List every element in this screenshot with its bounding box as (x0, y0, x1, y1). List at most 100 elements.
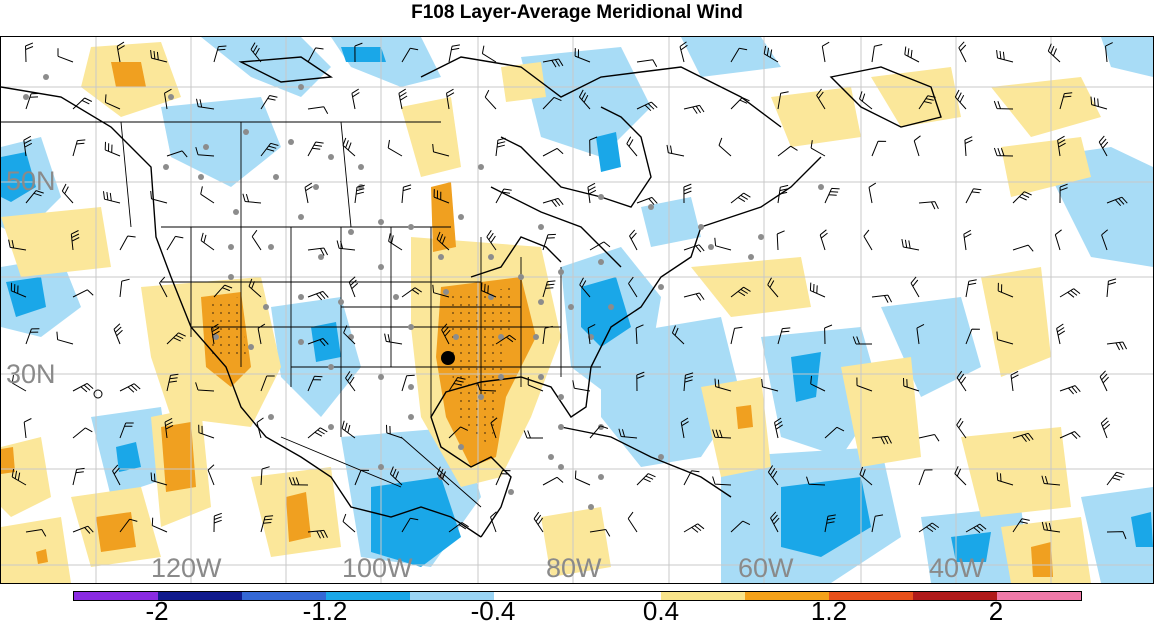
wind-barb (166, 373, 179, 392)
wind-barb (25, 190, 44, 204)
wind-barb (354, 184, 365, 204)
wind-barb (196, 98, 215, 110)
wind-barb (680, 417, 689, 439)
colorbar-segment (829, 592, 914, 600)
wind-barb (956, 370, 967, 392)
wind-barb (856, 377, 873, 392)
colorbar-label: 0.4 (642, 596, 680, 626)
wind-barb (1056, 323, 1066, 345)
wind-barb (996, 331, 1014, 345)
wind-barb (996, 50, 1014, 63)
wind-barb (307, 375, 323, 392)
wind-barb (166, 332, 186, 345)
wind-barb (341, 420, 356, 439)
wind-barb (918, 522, 940, 533)
longitude-label-100w: 100W (342, 553, 413, 583)
wind-barb (251, 229, 262, 251)
wind-barb (683, 104, 705, 114)
wind-barb (587, 323, 596, 345)
wind-barb (774, 417, 783, 439)
wind-barb (477, 382, 497, 392)
wind-barb (824, 324, 833, 345)
wind-barb (25, 42, 34, 63)
wind-barb (810, 375, 826, 392)
colorbar-segment (74, 592, 158, 600)
wind-barb (401, 517, 419, 533)
wind-barb (618, 428, 638, 439)
colorbar-segment (745, 592, 830, 600)
wind-barb (589, 241, 611, 251)
wind-barb (11, 375, 27, 392)
wind-barb (1059, 288, 1081, 298)
wind-barb (918, 95, 936, 110)
wind-barb (1054, 229, 1062, 251)
wind-barb (683, 523, 705, 533)
wind-barb (448, 522, 469, 533)
wind-barb (958, 41, 967, 63)
wind-barb (1106, 278, 1117, 298)
colorbar-segment (325, 592, 410, 600)
wind-barb (1010, 370, 1019, 392)
wind-barb (714, 237, 732, 251)
wind-barb (119, 422, 134, 439)
wind-barb (486, 230, 497, 251)
wind-barb (25, 529, 47, 537)
wind-barb (776, 230, 785, 251)
wind-barb (432, 143, 450, 157)
wind-barb (342, 513, 356, 533)
wind-barb (993, 147, 1014, 157)
wind-barb (211, 323, 220, 345)
wind-barb (343, 325, 356, 345)
wind-barb (213, 512, 222, 533)
wind-barb (119, 383, 141, 393)
wind-barb (257, 323, 266, 345)
wind-barb (480, 282, 497, 298)
wind-barb (636, 196, 658, 205)
wind-barb (761, 378, 779, 392)
wind-barb (387, 139, 403, 157)
wind-barb (636, 59, 658, 68)
wind-barb (683, 470, 700, 486)
wind-barb (963, 229, 972, 251)
wind-barb (777, 145, 798, 157)
wind-barb (119, 235, 136, 251)
wind-barb (57, 48, 74, 63)
wind-barb (70, 230, 80, 251)
wind-barb (636, 371, 645, 392)
wind-barb (1012, 518, 1030, 533)
colorbar-segment (241, 592, 326, 600)
wind-barb (260, 142, 279, 157)
wind-barb (307, 290, 329, 301)
wind-barb (103, 191, 121, 204)
wind-barb (213, 284, 233, 298)
wind-barb (574, 48, 591, 63)
wind-barb (242, 193, 262, 204)
wind-barb (770, 511, 780, 533)
wind-barb (256, 417, 264, 439)
wind-barb (777, 184, 789, 204)
wind-barb (386, 424, 403, 439)
wind-barb (1106, 471, 1125, 486)
wind-barb (730, 192, 751, 204)
wind-barb (956, 418, 967, 439)
wind-barb (436, 466, 450, 486)
wind-barb (777, 91, 789, 110)
latitude-label-30n: 30N (6, 359, 56, 389)
wind-barb (954, 89, 967, 110)
wind-barb (918, 434, 940, 442)
wind-barb (824, 514, 836, 533)
wind-barb (679, 41, 688, 63)
wind-barb (821, 41, 830, 63)
wind-barb (533, 511, 544, 533)
wind-barb (388, 233, 403, 251)
wind-barb (195, 146, 215, 157)
wind-barb (207, 464, 215, 486)
wind-barb (997, 282, 1014, 298)
wind-barb (401, 47, 419, 63)
wind-barb (913, 135, 921, 157)
longitude-label-40w: 40W (929, 553, 985, 583)
wind-barb (150, 50, 168, 63)
wind-barb (432, 284, 450, 298)
wind-barb (993, 100, 1014, 110)
wind-barb (871, 514, 884, 533)
